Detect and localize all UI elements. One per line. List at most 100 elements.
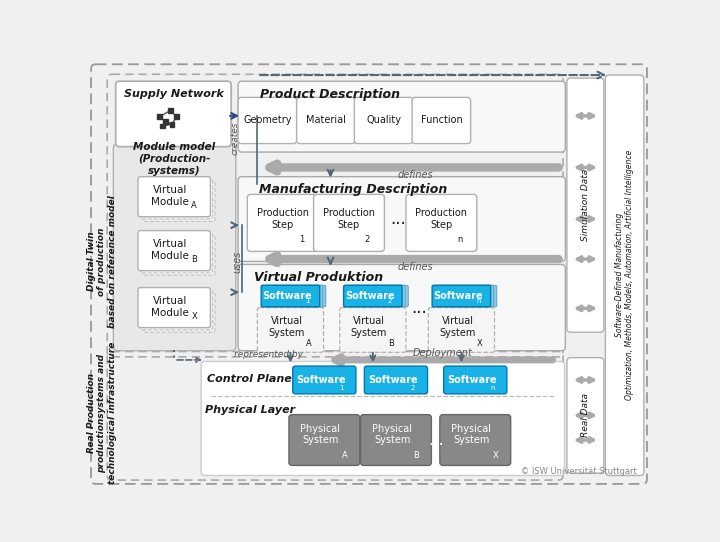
FancyBboxPatch shape [143,292,215,332]
FancyBboxPatch shape [238,98,297,144]
Text: Real Data: Real Data [581,393,590,437]
Text: Quality: Quality [366,115,401,126]
Text: Physical
System: Physical System [300,424,341,446]
FancyBboxPatch shape [438,285,497,307]
FancyBboxPatch shape [140,179,212,219]
FancyBboxPatch shape [406,195,477,251]
Text: ...: ... [428,431,444,449]
Text: 2: 2 [365,235,370,244]
Bar [163,119,168,124]
FancyBboxPatch shape [444,366,507,394]
FancyBboxPatch shape [238,81,565,152]
FancyBboxPatch shape [343,285,402,307]
Text: n: n [476,299,480,305]
Text: Software: Software [368,375,418,385]
Text: 1: 1 [305,299,310,305]
Text: 1: 1 [339,385,343,391]
FancyBboxPatch shape [238,177,565,261]
FancyBboxPatch shape [201,362,564,475]
Text: n: n [490,385,495,391]
Bar [174,114,179,119]
FancyBboxPatch shape [264,285,323,307]
Text: Physical
System: Physical System [372,424,412,446]
Text: Production
Step: Production Step [257,208,309,230]
Text: Production
Step: Production Step [415,208,467,230]
Bar [168,108,173,113]
Text: creates: creates [230,121,240,155]
Text: Software-Defined Manufacturing
Optimization, Methods, Models, Automation, Artifi: Software-Defined Manufacturing Optimizat… [615,150,634,401]
Text: Simulation Data: Simulation Data [581,169,590,241]
FancyBboxPatch shape [567,78,604,332]
Text: A: A [341,451,347,460]
FancyBboxPatch shape [435,285,494,307]
Text: Production
Step: Production Step [323,208,375,230]
Bar [157,114,162,119]
FancyBboxPatch shape [432,285,490,307]
FancyBboxPatch shape [289,415,360,466]
Text: ...: ... [411,299,427,318]
Text: X: X [192,312,197,321]
FancyBboxPatch shape [314,195,384,251]
FancyBboxPatch shape [140,233,212,273]
FancyBboxPatch shape [567,358,604,473]
Text: Software: Software [263,291,312,301]
Text: 1: 1 [299,235,304,244]
FancyBboxPatch shape [261,285,320,307]
Bar [170,122,174,127]
Text: defines: defines [397,262,433,272]
Text: Function: Function [420,115,462,126]
FancyBboxPatch shape [346,285,405,307]
FancyBboxPatch shape [257,308,323,352]
Text: ...: ... [390,210,406,228]
Text: © ISW Universität Stuttgart: © ISW Universität Stuttgart [521,467,637,476]
FancyBboxPatch shape [138,230,210,270]
Text: defines: defines [397,170,433,180]
FancyBboxPatch shape [428,308,495,352]
FancyBboxPatch shape [138,177,210,217]
Text: Virtual Produktion: Virtual Produktion [254,271,384,284]
FancyBboxPatch shape [238,264,565,351]
FancyBboxPatch shape [293,366,356,394]
FancyBboxPatch shape [354,98,413,144]
Text: uses: uses [233,250,243,273]
FancyBboxPatch shape [143,182,215,221]
FancyBboxPatch shape [113,144,235,351]
Text: Virtual
System: Virtual System [439,316,476,338]
Text: Virtual
Module: Virtual Module [151,185,189,207]
Text: A: A [306,339,312,349]
FancyBboxPatch shape [606,75,644,475]
Bar [161,124,165,128]
FancyBboxPatch shape [412,98,471,144]
FancyBboxPatch shape [361,415,431,466]
Text: Product Description: Product Description [261,88,400,101]
FancyBboxPatch shape [138,288,210,327]
Text: Virtual
Module: Virtual Module [151,296,189,318]
FancyBboxPatch shape [364,366,428,394]
Text: Real Production
productionsystems and
technological infrastructure: Real Production productionsystems and te… [87,342,117,484]
Text: B: B [388,339,395,349]
FancyBboxPatch shape [248,195,318,251]
Text: n: n [457,235,462,244]
Text: Virtual
System: Virtual System [269,316,305,338]
Text: Module model
(Production-
systems): Module model (Production- systems) [133,143,215,176]
Text: Software: Software [433,291,483,301]
FancyBboxPatch shape [143,235,215,275]
Text: Software: Software [447,375,497,385]
Text: Manufacturing Description: Manufacturing Description [259,183,448,196]
Text: Virtual
System: Virtual System [351,316,387,338]
Text: represented by: represented by [235,350,303,359]
FancyBboxPatch shape [440,415,510,466]
Text: Material: Material [306,115,346,126]
FancyBboxPatch shape [350,285,408,307]
Text: X: X [492,451,498,460]
FancyBboxPatch shape [340,308,406,352]
Text: Virtual
Module: Virtual Module [151,239,189,261]
Text: B: B [192,255,197,264]
Text: Geometry: Geometry [243,115,292,126]
Text: Software: Software [297,375,346,385]
Text: Physical
System: Physical System [451,424,492,446]
Text: B: B [413,451,419,460]
Text: Physical Layer: Physical Layer [204,405,294,415]
FancyBboxPatch shape [297,98,355,144]
Text: Software: Software [345,291,395,301]
